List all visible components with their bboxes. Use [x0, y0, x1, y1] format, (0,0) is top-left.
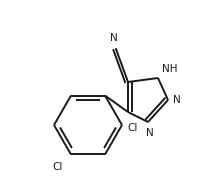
Text: N: N [146, 128, 154, 138]
Text: Cl: Cl [53, 162, 63, 172]
Text: N: N [173, 95, 181, 105]
Text: Cl: Cl [127, 123, 137, 133]
Text: NH: NH [162, 64, 177, 74]
Text: N: N [110, 33, 118, 43]
